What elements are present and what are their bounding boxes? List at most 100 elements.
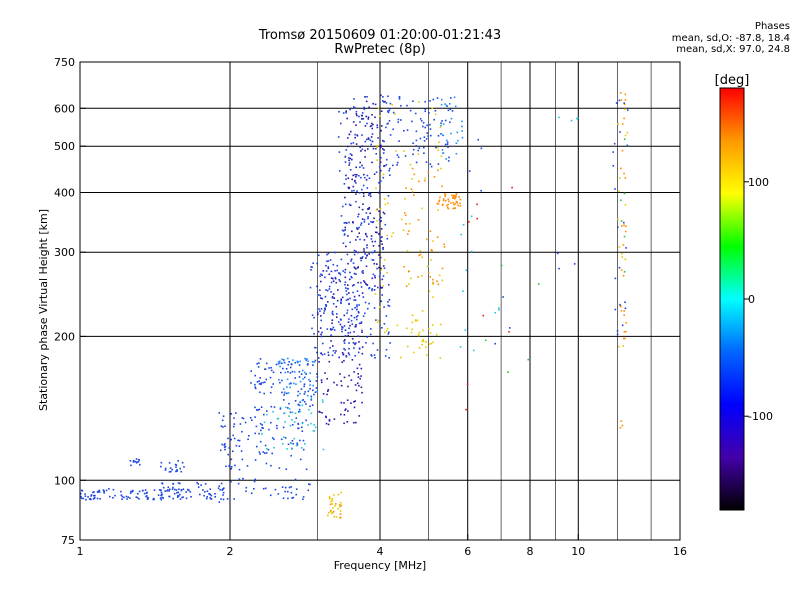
data-point xyxy=(377,137,379,139)
data-point xyxy=(620,269,623,271)
data-point xyxy=(123,496,125,499)
data-point xyxy=(331,312,334,315)
data-point xyxy=(367,118,370,120)
data-point xyxy=(624,99,627,101)
data-point xyxy=(351,276,353,279)
data-point xyxy=(421,207,423,210)
data-point xyxy=(330,500,332,503)
data-point xyxy=(356,190,358,192)
data-point xyxy=(383,198,386,200)
data-point xyxy=(260,406,263,408)
data-point xyxy=(319,327,322,329)
data-point xyxy=(379,236,382,239)
data-point xyxy=(130,464,132,467)
data-point xyxy=(421,275,423,277)
data-point xyxy=(311,266,313,268)
data-point xyxy=(356,174,358,176)
data-point xyxy=(341,296,344,299)
data-point xyxy=(368,253,370,255)
data-point xyxy=(346,399,349,401)
series-F_rise_mid xyxy=(309,251,358,357)
data-point xyxy=(121,498,123,500)
series-sparse_right_blue xyxy=(468,138,576,345)
data-point xyxy=(347,235,349,237)
data-point xyxy=(285,468,288,470)
data-point xyxy=(624,177,627,179)
data-point xyxy=(308,483,310,485)
data-point xyxy=(353,189,355,192)
series-column_12MHz_blue xyxy=(612,99,629,336)
data-point xyxy=(279,360,281,363)
data-point xyxy=(160,498,163,501)
data-point xyxy=(348,318,350,320)
data-point xyxy=(287,392,290,394)
data-point xyxy=(379,272,381,275)
data-point xyxy=(360,321,363,323)
data-point xyxy=(261,433,263,435)
data-point xyxy=(376,263,378,265)
data-point xyxy=(375,319,377,321)
data-point xyxy=(350,379,353,381)
data-point xyxy=(347,352,350,354)
data-point xyxy=(138,458,140,461)
data-point xyxy=(373,289,376,291)
data-point xyxy=(624,93,627,96)
data-point xyxy=(430,259,432,261)
data-point xyxy=(477,138,479,141)
data-point xyxy=(446,141,449,144)
data-point xyxy=(356,308,358,311)
data-point xyxy=(129,460,132,462)
data-point xyxy=(311,361,314,363)
data-point xyxy=(349,157,352,160)
data-point xyxy=(388,331,390,334)
data-point xyxy=(421,340,423,342)
data-point xyxy=(279,408,282,410)
data-point xyxy=(618,190,620,192)
data-point xyxy=(461,136,464,139)
data-point xyxy=(618,345,620,348)
data-point xyxy=(343,234,346,236)
data-point xyxy=(332,350,335,352)
data-point xyxy=(353,299,355,301)
data-point xyxy=(361,292,364,294)
data-point xyxy=(387,333,390,335)
data-point xyxy=(325,305,327,307)
data-point xyxy=(620,220,623,222)
data-point xyxy=(373,250,376,252)
data-point xyxy=(371,114,373,116)
data-point xyxy=(378,275,381,278)
data-point xyxy=(623,102,625,104)
data-point xyxy=(372,123,374,126)
data-point xyxy=(84,495,87,497)
data-point xyxy=(312,384,314,387)
data-point xyxy=(625,247,627,249)
data-point xyxy=(370,328,372,330)
data-point xyxy=(199,493,201,496)
data-point xyxy=(241,458,244,461)
data-point xyxy=(382,246,384,249)
data-point xyxy=(461,125,463,128)
data-point xyxy=(173,492,176,495)
data-point xyxy=(418,180,420,183)
data-point xyxy=(181,496,183,499)
data-point xyxy=(310,269,312,271)
data-point xyxy=(289,372,292,374)
data-point xyxy=(376,349,379,351)
data-point xyxy=(105,489,108,492)
data-point xyxy=(405,187,407,189)
data-point xyxy=(374,357,376,359)
data-point xyxy=(308,408,310,411)
data-point xyxy=(315,346,317,349)
series-lowE_trace xyxy=(79,488,225,501)
data-point xyxy=(345,355,347,357)
data-point xyxy=(379,256,382,259)
data-point xyxy=(175,466,177,468)
data-point xyxy=(358,115,360,118)
data-point xyxy=(161,482,163,484)
data-point xyxy=(307,390,310,393)
data-point xyxy=(261,426,263,429)
data-point xyxy=(340,258,343,261)
data-point xyxy=(329,503,332,506)
data-point xyxy=(309,405,311,408)
x-tick-label: 4 xyxy=(377,545,384,558)
